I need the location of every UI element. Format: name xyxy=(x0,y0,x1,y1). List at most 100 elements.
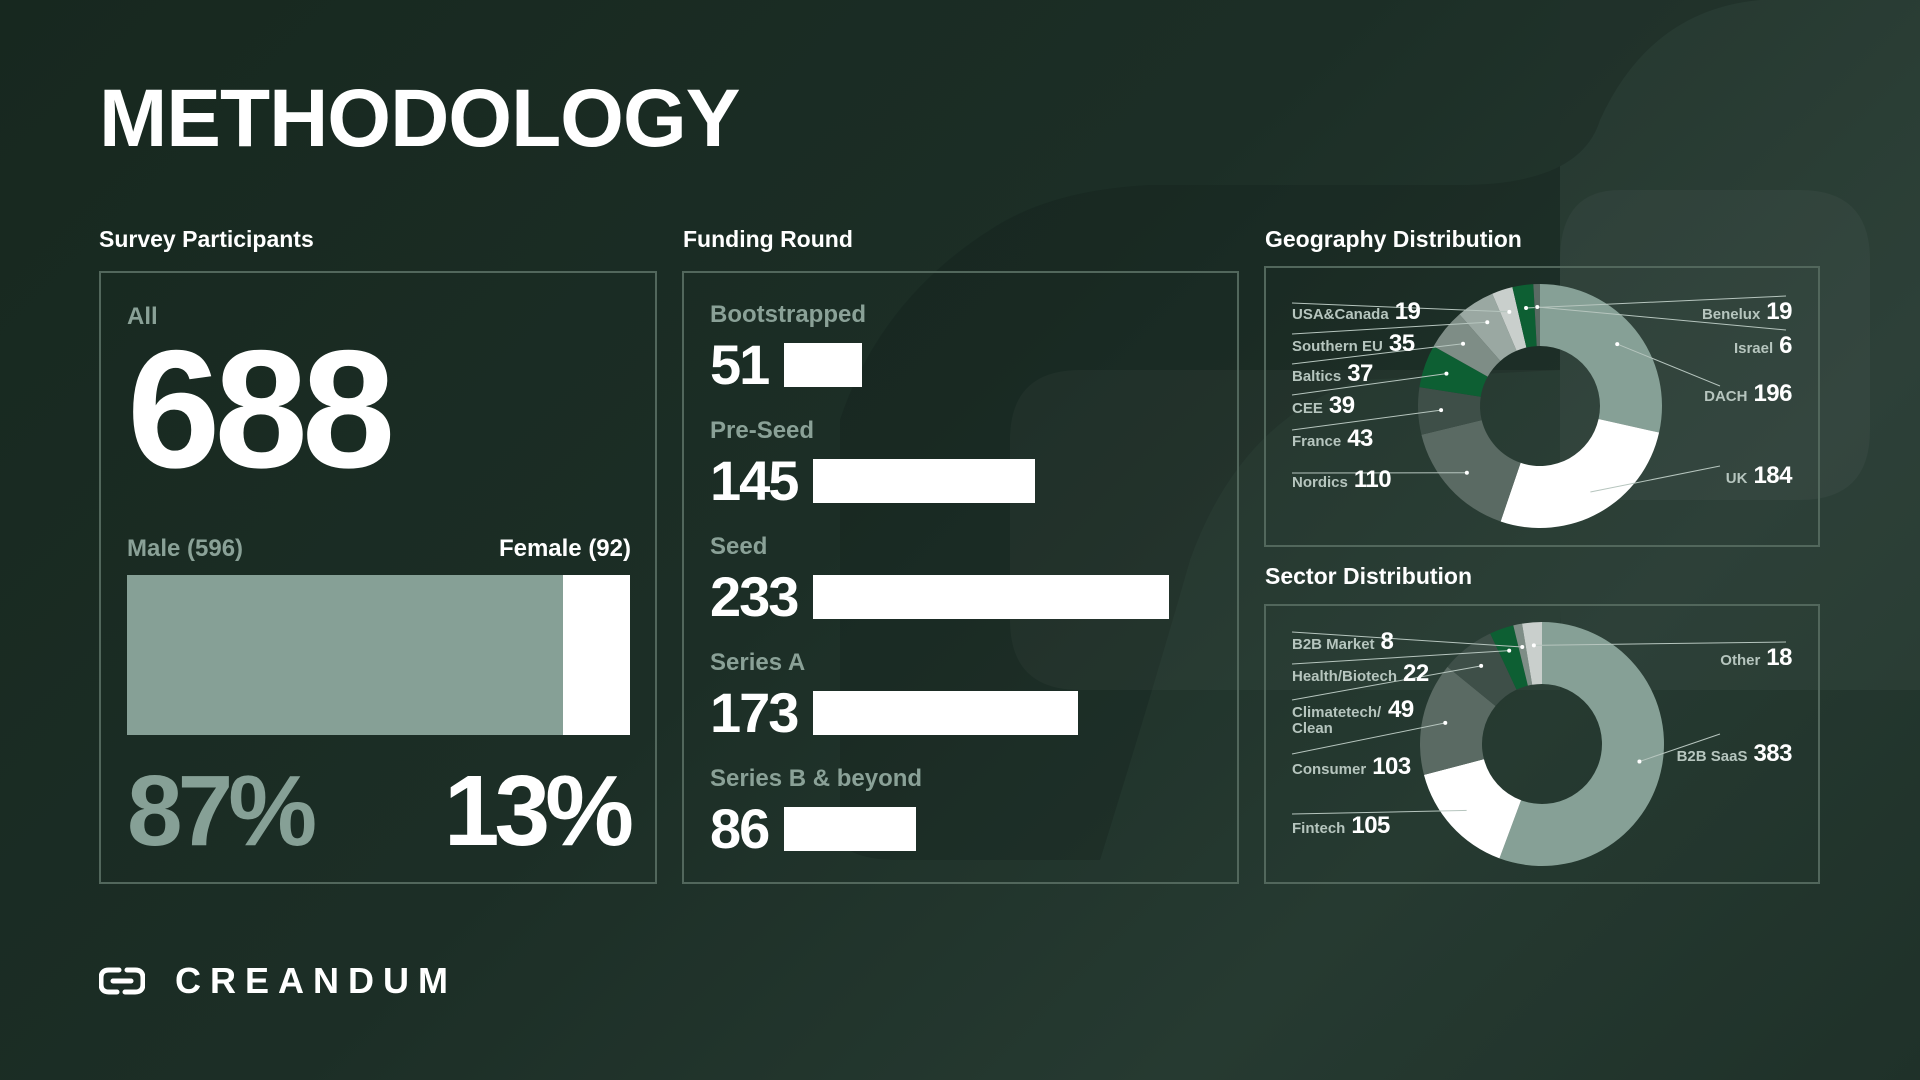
geo-leader-line xyxy=(1617,343,1721,387)
sector-label: Consumer 103 xyxy=(1292,753,1411,781)
sector-slice xyxy=(1513,623,1533,686)
funding-value-label: 173 xyxy=(710,681,799,744)
male-label: Male (596) xyxy=(127,535,244,562)
geo-leader-line xyxy=(1291,343,1464,365)
geo-leader-dot xyxy=(1439,408,1444,413)
sector-label-name: Health/Biotech xyxy=(1292,668,1398,685)
funding-value-label: 145 xyxy=(710,449,799,512)
page-title: METHODOLOGY xyxy=(99,73,740,164)
sector-label-value: 103 xyxy=(1372,753,1411,780)
male-percent: 87% xyxy=(127,755,317,867)
sector-label: B2B Market 8 xyxy=(1292,628,1394,656)
geo-label-name: USA&Canada xyxy=(1292,306,1389,323)
sector-leader-dot xyxy=(1531,643,1536,648)
geo-label-value: 19 xyxy=(1394,298,1421,325)
geo-label-name: UK xyxy=(1725,470,1748,487)
sector-leader-dot xyxy=(1637,759,1642,764)
sector-slice xyxy=(1423,759,1522,859)
survey-section-label: Survey Participants xyxy=(99,226,314,252)
chain-link-icon xyxy=(99,967,145,995)
geo-leader-line xyxy=(1526,295,1787,309)
geo-leader-dot xyxy=(1485,320,1490,325)
geo-label: CEE 39 xyxy=(1292,392,1355,420)
funding-bar xyxy=(813,575,1170,619)
gender-bar-male xyxy=(127,575,563,735)
sector-label-value: 18 xyxy=(1766,644,1792,671)
sector-label-name: Consumer xyxy=(1292,761,1367,778)
geo-label: DACH 196 xyxy=(1704,380,1792,408)
funding-bar xyxy=(813,691,1078,735)
geo-label-value: 184 xyxy=(1753,462,1792,489)
gender-bar xyxy=(127,575,630,735)
funding-value-label: 86 xyxy=(710,797,770,860)
sector-label-value: 8 xyxy=(1380,628,1394,655)
sector-label-name: B2B Market xyxy=(1292,636,1375,653)
sector-leader-line xyxy=(1291,631,1523,648)
funding-row: Seed 233 xyxy=(710,535,1170,628)
geo-donut xyxy=(1291,284,1787,528)
funding-value-label: 51 xyxy=(710,333,770,396)
funding-row: Series A 173 xyxy=(710,651,1078,741)
geo-label-name: DACH xyxy=(1704,388,1748,405)
sector-leader-line xyxy=(1291,650,1510,665)
sector-label-value: 49 xyxy=(1388,696,1414,723)
geo-leader-line xyxy=(1291,321,1488,335)
all-value: 688 xyxy=(127,315,395,503)
funding-category-label: Bootstrapped xyxy=(710,301,866,328)
geo-label-name: Benelux xyxy=(1701,306,1761,323)
funding-section-label: Funding Round xyxy=(683,226,853,252)
sector-label: Climatetech/ Clean 49 xyxy=(1292,696,1414,737)
geography-section-label: Geography Distribution xyxy=(1265,226,1522,252)
geo-leader-line xyxy=(1291,373,1447,396)
sector-leader-dot xyxy=(1466,808,1471,813)
geo-label: Nordics 110 xyxy=(1292,466,1392,494)
geo-label-name: Israel xyxy=(1733,340,1774,357)
geo-label: Baltics 37 xyxy=(1292,360,1373,388)
geo-leader-dot xyxy=(1444,371,1449,376)
sector-leader-line xyxy=(1291,722,1446,755)
geo-label-name: CEE xyxy=(1292,400,1323,417)
sector-label: Other 18 xyxy=(1720,644,1792,672)
funding-category-label: Series A xyxy=(710,649,806,676)
geo-slice xyxy=(1540,284,1662,433)
sector-label: B2B SaaS 383 xyxy=(1676,740,1793,768)
sector-label: Fintech 105 xyxy=(1292,812,1390,840)
sector-label-name: B2B SaaS xyxy=(1676,748,1748,765)
sector-section-label: Sector Distribution xyxy=(1265,563,1473,589)
geo-label-value: 35 xyxy=(1388,330,1415,357)
geo-leader-line xyxy=(1291,409,1442,431)
geo-label: Benelux 19 xyxy=(1701,298,1793,326)
sector-label: Health/Biotech 22 xyxy=(1292,660,1429,688)
sector-leader-line xyxy=(1639,733,1721,763)
geo-label-value: 19 xyxy=(1766,298,1792,325)
logo-text: CREANDUM xyxy=(175,960,457,1001)
funding-bar xyxy=(784,343,863,387)
sector-label-value: 383 xyxy=(1753,740,1792,767)
geo-slice xyxy=(1433,314,1501,377)
geo-leader-line xyxy=(1588,465,1721,493)
geo-label-name: France xyxy=(1292,433,1342,450)
all-label: All xyxy=(127,303,158,330)
geo-leader-line xyxy=(1537,306,1787,331)
geo-leader-dot xyxy=(1524,305,1529,310)
geo-label-value: 39 xyxy=(1328,392,1355,419)
sector-leader-dot xyxy=(1479,663,1484,668)
sector-leader-dot xyxy=(1520,644,1525,649)
sector-leader-dot xyxy=(1443,720,1448,725)
geo-slice xyxy=(1419,346,1488,397)
geo-label: Southern EU 35 xyxy=(1292,330,1415,358)
geography-panel: DACH 196 UK 184 Nordics 110 France 43 CEE 39 Balti… xyxy=(1264,266,1820,547)
sector-slice xyxy=(1447,633,1517,707)
geo-slice xyxy=(1533,284,1540,347)
geo-leader-dot xyxy=(1461,341,1466,346)
geo-slice xyxy=(1492,287,1527,351)
funding-value-label: 233 xyxy=(710,565,799,628)
sector-label-name: Climatetech/ Clean xyxy=(1292,704,1382,737)
funding-bar xyxy=(813,459,1035,503)
geo-label-value: 196 xyxy=(1753,380,1792,407)
gender-bar-female xyxy=(562,575,630,735)
geo-slice xyxy=(1421,420,1521,522)
funding-bar xyxy=(784,807,916,851)
sector-leader-line xyxy=(1291,665,1482,701)
geo-label: UK 184 xyxy=(1725,462,1793,490)
